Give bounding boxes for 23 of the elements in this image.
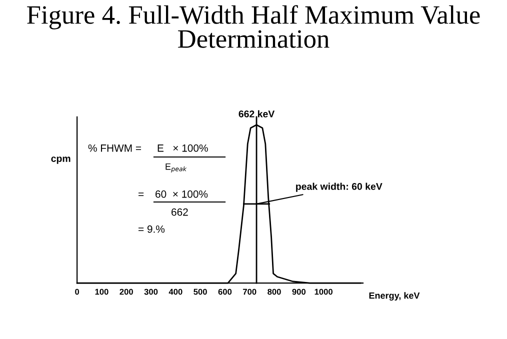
x-tick-label: 400 (168, 288, 182, 295)
x-tick-label: 900 (292, 288, 306, 295)
x-tick-label: 700 (243, 288, 256, 295)
x-tick-label: 1000 (314, 288, 332, 295)
chart-title: Figure 4. Full-Width Half Maximum Value Determination (27, 5, 480, 48)
x-axis-title: Energy, keV (369, 292, 420, 301)
annotation: 662 (172, 208, 188, 216)
annotation: 662 keV (238, 110, 275, 118)
annotation: = (138, 192, 144, 196)
annotation: E × 100% (158, 144, 208, 152)
x-tick-label: 600 (218, 288, 232, 295)
annotation: = 9.% (138, 225, 165, 233)
x-tick-label: 100 (95, 288, 108, 295)
x-tick-label: 0 (75, 288, 80, 295)
x-tick-label: 500 (194, 288, 207, 295)
annotation: 60 × 100% (156, 190, 208, 198)
x-tick-label: 200 (120, 288, 133, 295)
annotation: % FHWM = (88, 144, 142, 152)
annotation: E$_{peak}$ (166, 163, 187, 172)
y-axis-title: cpm (51, 156, 70, 164)
x-tick-label: 300 (144, 288, 158, 295)
annotation: peak width: 60 keV (296, 182, 382, 192)
x-tick-label: 800 (268, 288, 281, 295)
